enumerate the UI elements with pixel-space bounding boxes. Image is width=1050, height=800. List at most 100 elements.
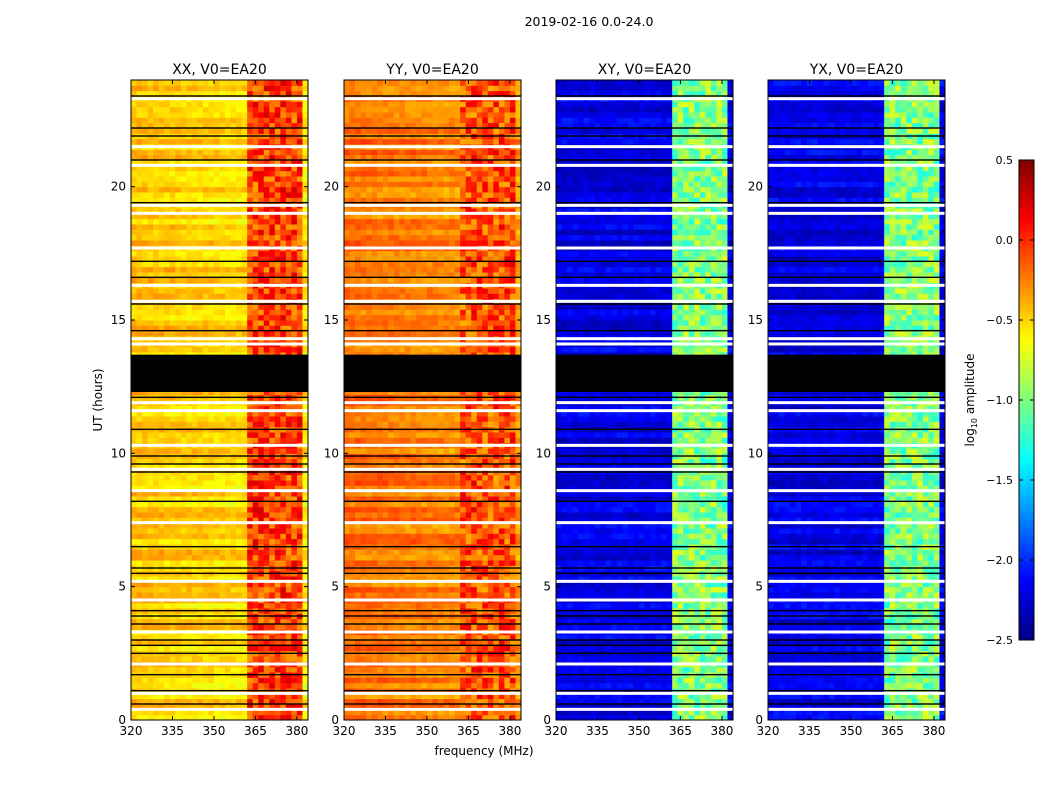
heatmap-cell	[158, 304, 165, 310]
heatmap-cell	[169, 576, 176, 582]
flag-gap	[131, 145, 308, 149]
heatmap-cell	[230, 474, 237, 481]
heatmap-cell	[247, 197, 254, 204]
heatmap-cell	[208, 288, 215, 294]
heatmap-cell	[280, 554, 287, 561]
heatmap-cell	[225, 325, 232, 332]
heatmap-cell	[131, 261, 138, 268]
heatmap-cell	[213, 522, 220, 529]
heatmap-cell	[471, 698, 478, 705]
flag-line	[131, 471, 308, 473]
heatmap-cell	[426, 618, 433, 625]
heatmap-cell	[296, 85, 303, 92]
heatmap-cell	[202, 314, 209, 321]
heatmap-cell	[377, 549, 384, 556]
heatmap-cell	[241, 277, 248, 284]
heatmap-cell	[175, 128, 182, 134]
heatmap-cell	[147, 704, 154, 710]
heatmap-cell	[225, 160, 232, 166]
heatmap-cell	[131, 405, 138, 412]
heatmap-cell	[476, 656, 483, 662]
heatmap-cell	[180, 496, 187, 502]
heatmap-cell	[241, 261, 248, 268]
heatmap-cell	[202, 229, 209, 236]
heatmap-cell	[236, 581, 243, 588]
heatmap-cell	[355, 581, 362, 588]
heatmap-cell	[142, 266, 149, 273]
heatmap-cell	[493, 704, 500, 710]
heatmap-cell	[236, 261, 243, 268]
heatmap-cell	[147, 112, 154, 118]
heatmap-cell	[164, 128, 171, 134]
heatmap-cell	[186, 272, 193, 278]
heatmap-cell	[169, 432, 176, 438]
heatmap-cell	[175, 693, 182, 700]
heatmap-cell	[169, 624, 176, 630]
heatmap-cell	[180, 288, 187, 294]
heatmap-cell	[241, 266, 248, 273]
heatmap-cell	[202, 346, 209, 353]
heatmap-cell	[186, 325, 193, 332]
heatmap-cell	[153, 432, 160, 438]
heatmap-cell	[438, 677, 445, 684]
heatmap-cell	[404, 634, 411, 641]
heatmap-cell	[415, 549, 422, 556]
heatmap-cell	[186, 640, 193, 646]
heatmap-cell	[131, 256, 138, 262]
heatmap-cell	[202, 112, 209, 118]
heatmap-cell	[136, 293, 143, 300]
heatmap-cell	[258, 128, 265, 134]
heatmap-cell	[302, 656, 309, 662]
heatmap-cell	[241, 533, 248, 540]
heatmap-cell	[252, 560, 259, 566]
heatmap-cell	[274, 698, 281, 705]
heatmap-cell	[388, 645, 395, 652]
heatmap-cell	[197, 501, 204, 508]
heatmap-cell	[202, 122, 209, 129]
heatmap-cell	[382, 677, 389, 684]
heatmap-cell	[208, 528, 215, 534]
heatmap-cell	[291, 464, 298, 470]
heatmap-cell	[219, 128, 226, 134]
heatmap-cell	[344, 693, 351, 700]
heatmap-cell	[142, 560, 149, 566]
heatmap-cell	[241, 128, 248, 134]
heatmap-cell	[236, 314, 243, 321]
heatmap-cell	[410, 538, 417, 545]
heatmap-cell	[213, 677, 220, 684]
heatmap-cell	[285, 421, 292, 428]
heatmap-cell	[208, 176, 215, 182]
heatmap-cell	[371, 576, 378, 582]
heatmap-cell	[258, 90, 265, 97]
heatmap-cell	[175, 474, 182, 481]
heatmap-cell	[498, 549, 505, 556]
heatmap-cell	[175, 106, 182, 113]
heatmap-cell	[498, 634, 505, 641]
flag-gap	[131, 409, 308, 413]
heatmap-cell	[296, 704, 303, 710]
heatmap-cell	[269, 176, 276, 182]
heatmap-cell	[426, 538, 433, 545]
heatmap-cell	[410, 666, 417, 673]
heatmap-cell	[225, 458, 232, 465]
heatmap-cell	[147, 325, 154, 332]
heatmap-cell	[360, 714, 367, 721]
heatmap-cell	[263, 640, 270, 646]
heatmap-cell	[274, 624, 281, 630]
heatmap-cell	[230, 501, 237, 508]
heatmap-cell	[360, 634, 367, 641]
heatmap-cell	[175, 464, 182, 470]
heatmap-cell	[252, 464, 259, 470]
heatmap-cell	[197, 666, 204, 673]
heatmap-cell	[280, 170, 287, 177]
heatmap-cell	[202, 448, 209, 454]
heatmap-cell	[465, 634, 472, 641]
heatmap-cell	[164, 485, 171, 492]
heatmap-cell	[180, 437, 187, 444]
heatmap-cell	[280, 421, 287, 428]
heatmap-cell	[252, 229, 259, 236]
heatmap-cell	[236, 80, 243, 86]
heatmap-cell	[236, 554, 243, 561]
heatmap-cell	[169, 90, 176, 97]
heatmap-cell	[164, 480, 171, 486]
